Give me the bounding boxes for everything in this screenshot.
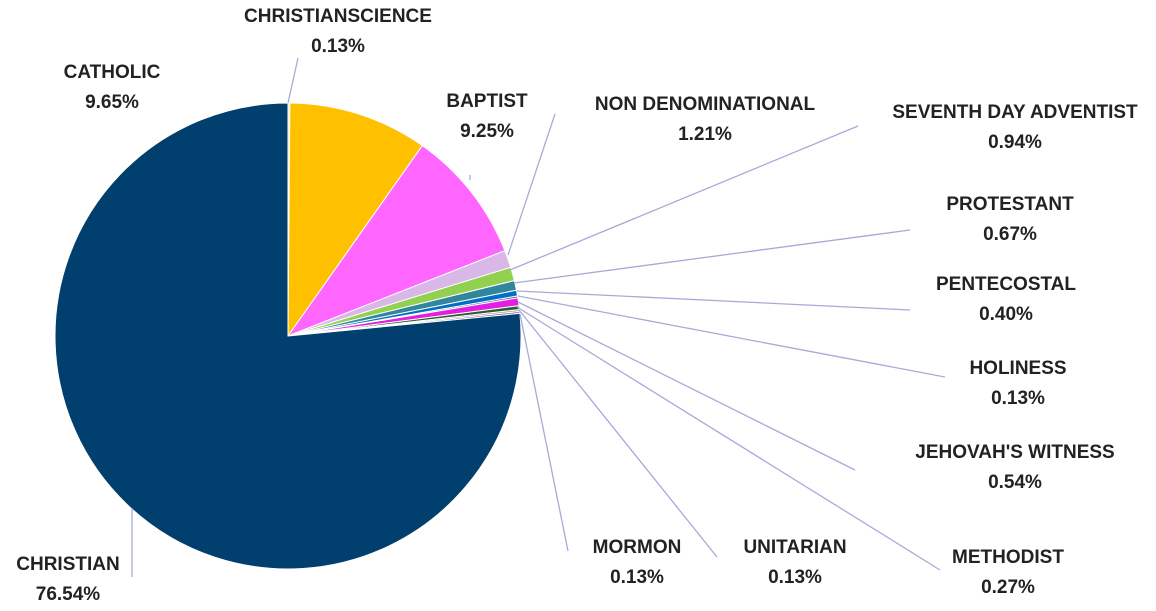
slice-value-baptist: 9.25% xyxy=(460,121,514,142)
slice-value-methodist: 0.27% xyxy=(981,577,1035,598)
leader-line-mormon xyxy=(519,313,569,552)
slice-value-unitarian: 0.13% xyxy=(768,567,822,588)
slice-label-holiness: HOLINESS xyxy=(969,358,1066,379)
slice-value-non-denominational: 1.21% xyxy=(678,124,732,145)
slice-label-christian: CHRISTIAN xyxy=(16,554,119,575)
leader-line-methodist xyxy=(516,306,941,571)
slice-label-jehovah-s-witness: JEHOVAH'S WITNESS xyxy=(915,442,1114,463)
slice-value-seventh-day-adventist: 0.94% xyxy=(988,132,1042,153)
pie-slice-baptist xyxy=(286,144,506,338)
slice-value-pentecostal: 0.40% xyxy=(979,304,1033,325)
slice-value-christianscience: 0.13% xyxy=(311,36,365,57)
slice-value-catholic: 9.65% xyxy=(85,92,139,113)
slice-value-mormon: 0.13% xyxy=(610,567,664,588)
leader-lines xyxy=(131,57,946,577)
slice-value-christian: 76.54% xyxy=(36,584,101,605)
slice-label-methodist: METHODIST xyxy=(952,547,1064,568)
leader-line-holiness xyxy=(517,295,946,378)
leader-line-unitarian xyxy=(518,309,718,558)
slice-label-protestant: PROTESTANT xyxy=(946,194,1074,215)
pie-slice-catholic xyxy=(287,102,424,338)
leader-line-seventh-day-adventist xyxy=(509,125,859,271)
slice-label-seventh-day-adventist: SEVENTH DAY ADVENTIST xyxy=(892,102,1138,123)
slice-label-baptist: BAPTIST xyxy=(446,91,528,112)
slice-label-non-denominational: NON DENOMINATIONAL xyxy=(595,94,816,115)
slice-label-catholic: CATHOLIC xyxy=(64,62,161,83)
slice-value-jehovah-s-witness: 0.54% xyxy=(988,472,1042,493)
slice-label-mormon: MORMON xyxy=(593,537,682,558)
slice-label-christianscience: CHRISTIANSCIENCE xyxy=(244,6,432,27)
leader-line-non-denominational xyxy=(507,113,556,256)
leader-line-jehovah-s-witness xyxy=(517,301,856,471)
leader-line-christianscience xyxy=(287,57,299,104)
slice-value-protestant: 0.67% xyxy=(983,224,1037,245)
leader-line-protestant xyxy=(513,229,911,284)
leader-line-pentecostal xyxy=(516,290,911,311)
pie-slices xyxy=(54,102,522,570)
slice-value-holiness: 0.13% xyxy=(991,388,1045,409)
slice-labels: CHRISTIAN 76.54% CATHOLIC 9.65% BAPTIST 9.25%… xyxy=(16,6,1138,605)
slice-label-pentecostal: PENTECOSTAL xyxy=(936,274,1076,295)
slice-label-unitarian: UNITARIAN xyxy=(743,537,846,558)
